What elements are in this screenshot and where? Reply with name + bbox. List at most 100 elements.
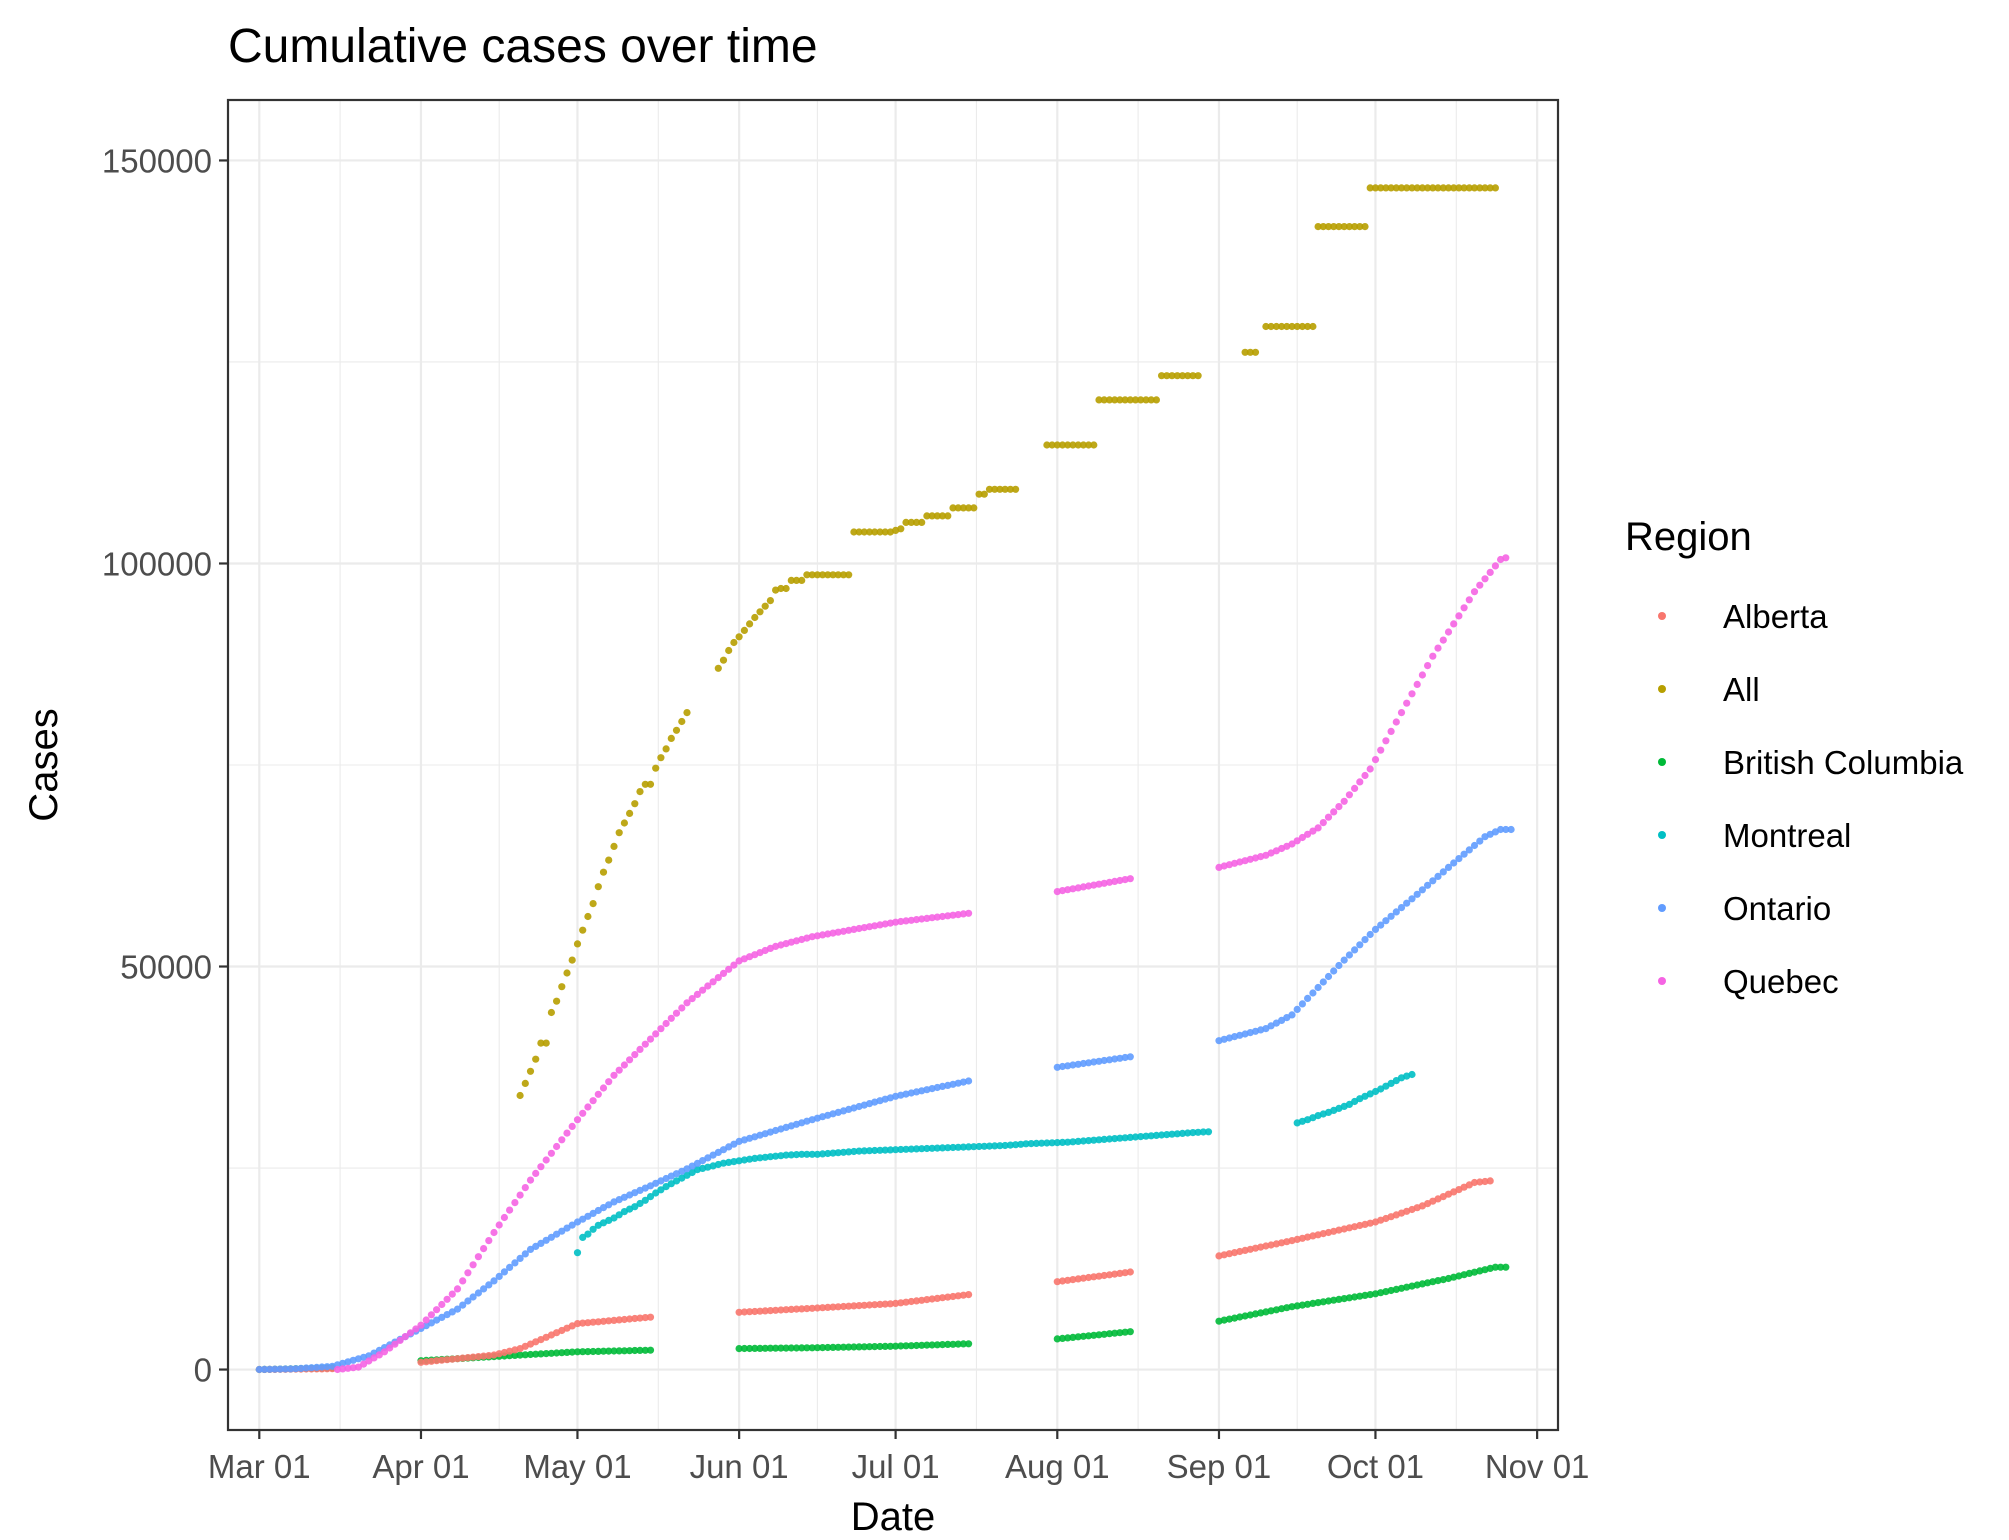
data-point — [453, 1355, 462, 1363]
data-point — [1251, 348, 1260, 356]
data-point — [636, 1045, 644, 1053]
data-point — [511, 1199, 519, 1207]
data-point — [1074, 1137, 1082, 1145]
series-montreal — [573, 1070, 1416, 1257]
major-gridlines — [228, 100, 1558, 1430]
data-point — [782, 1344, 790, 1352]
data-point — [860, 528, 868, 536]
legend-label: British Columbia — [1723, 744, 1964, 781]
data-point — [1340, 956, 1348, 964]
data-point — [1444, 628, 1453, 636]
data-point — [589, 1225, 597, 1233]
data-point — [959, 1340, 968, 1348]
data-point — [599, 1347, 608, 1355]
data-point — [641, 1196, 649, 1204]
data-point — [1085, 1137, 1093, 1145]
data-point — [610, 842, 618, 851]
data-point — [907, 518, 915, 527]
data-point — [1481, 1177, 1489, 1186]
data-point — [902, 1298, 910, 1306]
data-point — [495, 1272, 503, 1280]
data-point — [631, 800, 639, 808]
data-point — [719, 656, 728, 664]
data-point — [693, 990, 702, 999]
data-point — [563, 1224, 571, 1232]
data-point — [1241, 348, 1249, 356]
data-point — [589, 1097, 597, 1105]
data-point — [766, 1307, 775, 1315]
data-point — [662, 745, 670, 753]
data-point — [965, 1077, 973, 1085]
data-point — [453, 1305, 462, 1313]
data-point — [714, 974, 722, 982]
y-axis-title: Cases — [22, 708, 66, 821]
data-point — [620, 1315, 629, 1324]
data-point — [615, 1066, 623, 1074]
data-point — [1032, 1139, 1040, 1147]
plot-panel-border — [226, 98, 1560, 1432]
data-point — [1147, 1132, 1155, 1140]
data-point — [928, 512, 936, 520]
data-point — [1351, 946, 1359, 954]
data-point — [1038, 1139, 1046, 1147]
data-point — [1116, 1134, 1124, 1142]
data-point — [626, 1056, 634, 1064]
data-point — [1199, 1128, 1207, 1136]
data-point — [1105, 1330, 1114, 1338]
data-point — [1413, 890, 1421, 898]
data-point — [980, 1142, 988, 1150]
data-point — [521, 1250, 529, 1258]
data-point — [1126, 875, 1134, 883]
data-point — [751, 1344, 759, 1352]
data-point — [573, 1348, 582, 1356]
x-axis: Mar 01 Apr 01 May 01 Jun 01 Jul 01 Aug 01 Sep … — [208, 1430, 1589, 1485]
data-point — [923, 512, 931, 520]
data-point — [746, 1308, 754, 1316]
data-point — [1486, 184, 1494, 192]
data-point — [553, 1349, 561, 1357]
data-point — [938, 512, 947, 520]
data-point — [1100, 1135, 1108, 1143]
data-point — [579, 1319, 587, 1327]
data-point — [631, 1314, 639, 1323]
data-point — [1439, 868, 1447, 876]
data-point — [1330, 808, 1338, 816]
data-point — [553, 997, 561, 1005]
data-point — [1476, 184, 1484, 192]
data-point — [521, 1079, 529, 1087]
data-point — [1064, 441, 1072, 449]
data-point — [469, 1293, 477, 1301]
data-point — [568, 956, 576, 964]
data-point — [1314, 223, 1322, 231]
data-point — [1298, 833, 1306, 842]
data-point — [1194, 1128, 1202, 1136]
data-point — [1298, 1000, 1306, 1008]
data-point — [584, 1319, 592, 1327]
data-point — [907, 1145, 915, 1153]
data-point — [339, 1365, 347, 1373]
data-point — [876, 1146, 884, 1154]
data-point — [1330, 967, 1338, 975]
data-point — [615, 1347, 623, 1355]
data-point — [266, 1365, 274, 1373]
data-point — [1491, 562, 1499, 570]
data-point — [886, 1146, 895, 1154]
data-point — [547, 1349, 556, 1357]
data-point — [500, 1268, 508, 1276]
data-point — [1424, 662, 1432, 670]
data-point — [1304, 1300, 1312, 1308]
data-point — [667, 1014, 675, 1022]
data-point — [1476, 837, 1484, 845]
data-point — [1100, 1330, 1108, 1338]
data-point — [1408, 895, 1416, 903]
data-point — [803, 1344, 811, 1352]
data-point — [860, 1301, 868, 1309]
data-point — [1158, 1131, 1166, 1139]
data-point — [1283, 322, 1291, 331]
data-point — [1345, 791, 1353, 799]
data-point — [1413, 680, 1421, 689]
data-point — [1100, 1271, 1108, 1280]
data-point — [584, 1103, 592, 1111]
data-point — [965, 1340, 973, 1348]
data-point — [657, 1186, 665, 1194]
